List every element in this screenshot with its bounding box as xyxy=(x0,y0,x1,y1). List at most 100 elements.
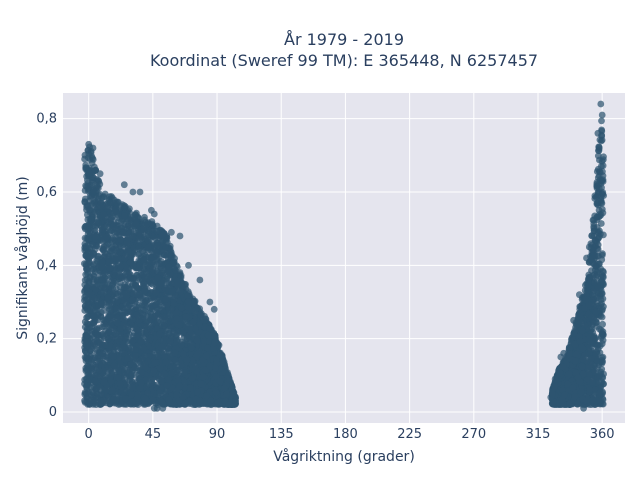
data-point xyxy=(121,212,128,220)
data-point xyxy=(193,337,201,344)
data-point xyxy=(138,369,146,376)
data-point xyxy=(84,216,92,224)
data-point xyxy=(104,294,111,302)
data-point xyxy=(101,341,109,349)
data-point xyxy=(90,250,98,258)
data-point xyxy=(178,341,185,349)
data-point xyxy=(212,373,220,380)
data-point xyxy=(156,260,163,267)
data-point xyxy=(148,379,156,387)
data-point xyxy=(99,350,107,358)
data-point xyxy=(93,326,100,333)
data-point xyxy=(83,275,91,283)
data-point xyxy=(154,352,162,360)
data-point xyxy=(158,399,166,406)
data-point xyxy=(192,362,199,370)
data-point xyxy=(131,364,139,372)
data-point xyxy=(225,401,233,408)
data-point xyxy=(191,307,199,315)
data-point xyxy=(110,353,117,360)
data-point xyxy=(223,390,231,398)
data-point xyxy=(142,395,149,403)
data-point xyxy=(93,371,101,379)
data-point xyxy=(100,367,108,374)
data-point xyxy=(148,220,156,228)
data-point xyxy=(84,230,92,238)
data-point xyxy=(128,391,136,399)
data-point xyxy=(90,187,98,195)
data-point xyxy=(113,305,121,313)
data-point xyxy=(140,306,147,314)
data-point xyxy=(168,369,176,377)
data-point xyxy=(132,352,139,359)
data-point xyxy=(187,384,194,392)
data-point xyxy=(91,294,98,302)
data-point xyxy=(124,248,132,255)
data-point xyxy=(176,382,184,390)
data-point xyxy=(190,298,198,305)
data-point xyxy=(103,233,111,241)
data-point xyxy=(162,244,170,252)
data-point xyxy=(111,254,119,262)
data-point xyxy=(98,359,106,367)
data-point xyxy=(122,395,129,403)
data-point xyxy=(184,303,192,311)
data-point xyxy=(204,344,211,352)
data-point xyxy=(125,344,133,352)
data-point xyxy=(131,346,139,354)
data-point xyxy=(98,300,106,308)
data-point xyxy=(177,288,184,295)
data-point xyxy=(153,309,161,316)
data-point xyxy=(81,151,89,159)
data-point xyxy=(162,358,170,366)
data-point xyxy=(194,388,201,396)
data-point xyxy=(83,266,91,273)
data-point xyxy=(146,317,153,325)
data-point xyxy=(116,272,124,279)
data-point xyxy=(84,389,92,397)
data-point xyxy=(173,277,181,285)
data-point xyxy=(135,357,143,365)
data-point xyxy=(182,313,190,321)
data-point xyxy=(112,225,120,233)
data-point xyxy=(188,344,195,352)
data-point xyxy=(154,274,162,282)
data-point xyxy=(135,245,143,253)
data-point xyxy=(145,231,152,239)
data-point xyxy=(126,400,133,407)
data-point xyxy=(154,227,162,235)
data-point xyxy=(134,401,142,408)
data-point xyxy=(83,349,91,357)
data-point xyxy=(129,378,136,386)
data-point xyxy=(132,220,140,227)
data-point xyxy=(128,337,136,345)
data-point xyxy=(133,326,141,334)
data-point xyxy=(173,391,181,399)
data-point xyxy=(112,343,119,351)
data-point xyxy=(174,377,182,385)
data-point xyxy=(167,353,174,361)
data-point xyxy=(87,364,95,371)
data-point xyxy=(184,298,192,306)
data-point xyxy=(170,296,177,303)
data-point xyxy=(108,215,115,223)
data-point xyxy=(108,193,115,200)
data-point xyxy=(152,289,160,297)
data-point xyxy=(211,339,219,347)
data-point xyxy=(99,282,107,290)
data-point xyxy=(163,238,171,246)
data-point xyxy=(153,239,161,247)
data-point xyxy=(105,328,112,336)
data-point xyxy=(122,283,130,291)
data-points xyxy=(81,100,607,412)
data-point xyxy=(95,276,103,283)
data-point xyxy=(188,375,196,382)
data-point xyxy=(197,380,205,388)
data-point xyxy=(108,370,116,378)
data-point xyxy=(86,324,93,332)
data-point xyxy=(123,239,131,247)
data-point xyxy=(176,321,183,329)
data-point xyxy=(140,344,148,352)
data-point xyxy=(90,265,97,273)
